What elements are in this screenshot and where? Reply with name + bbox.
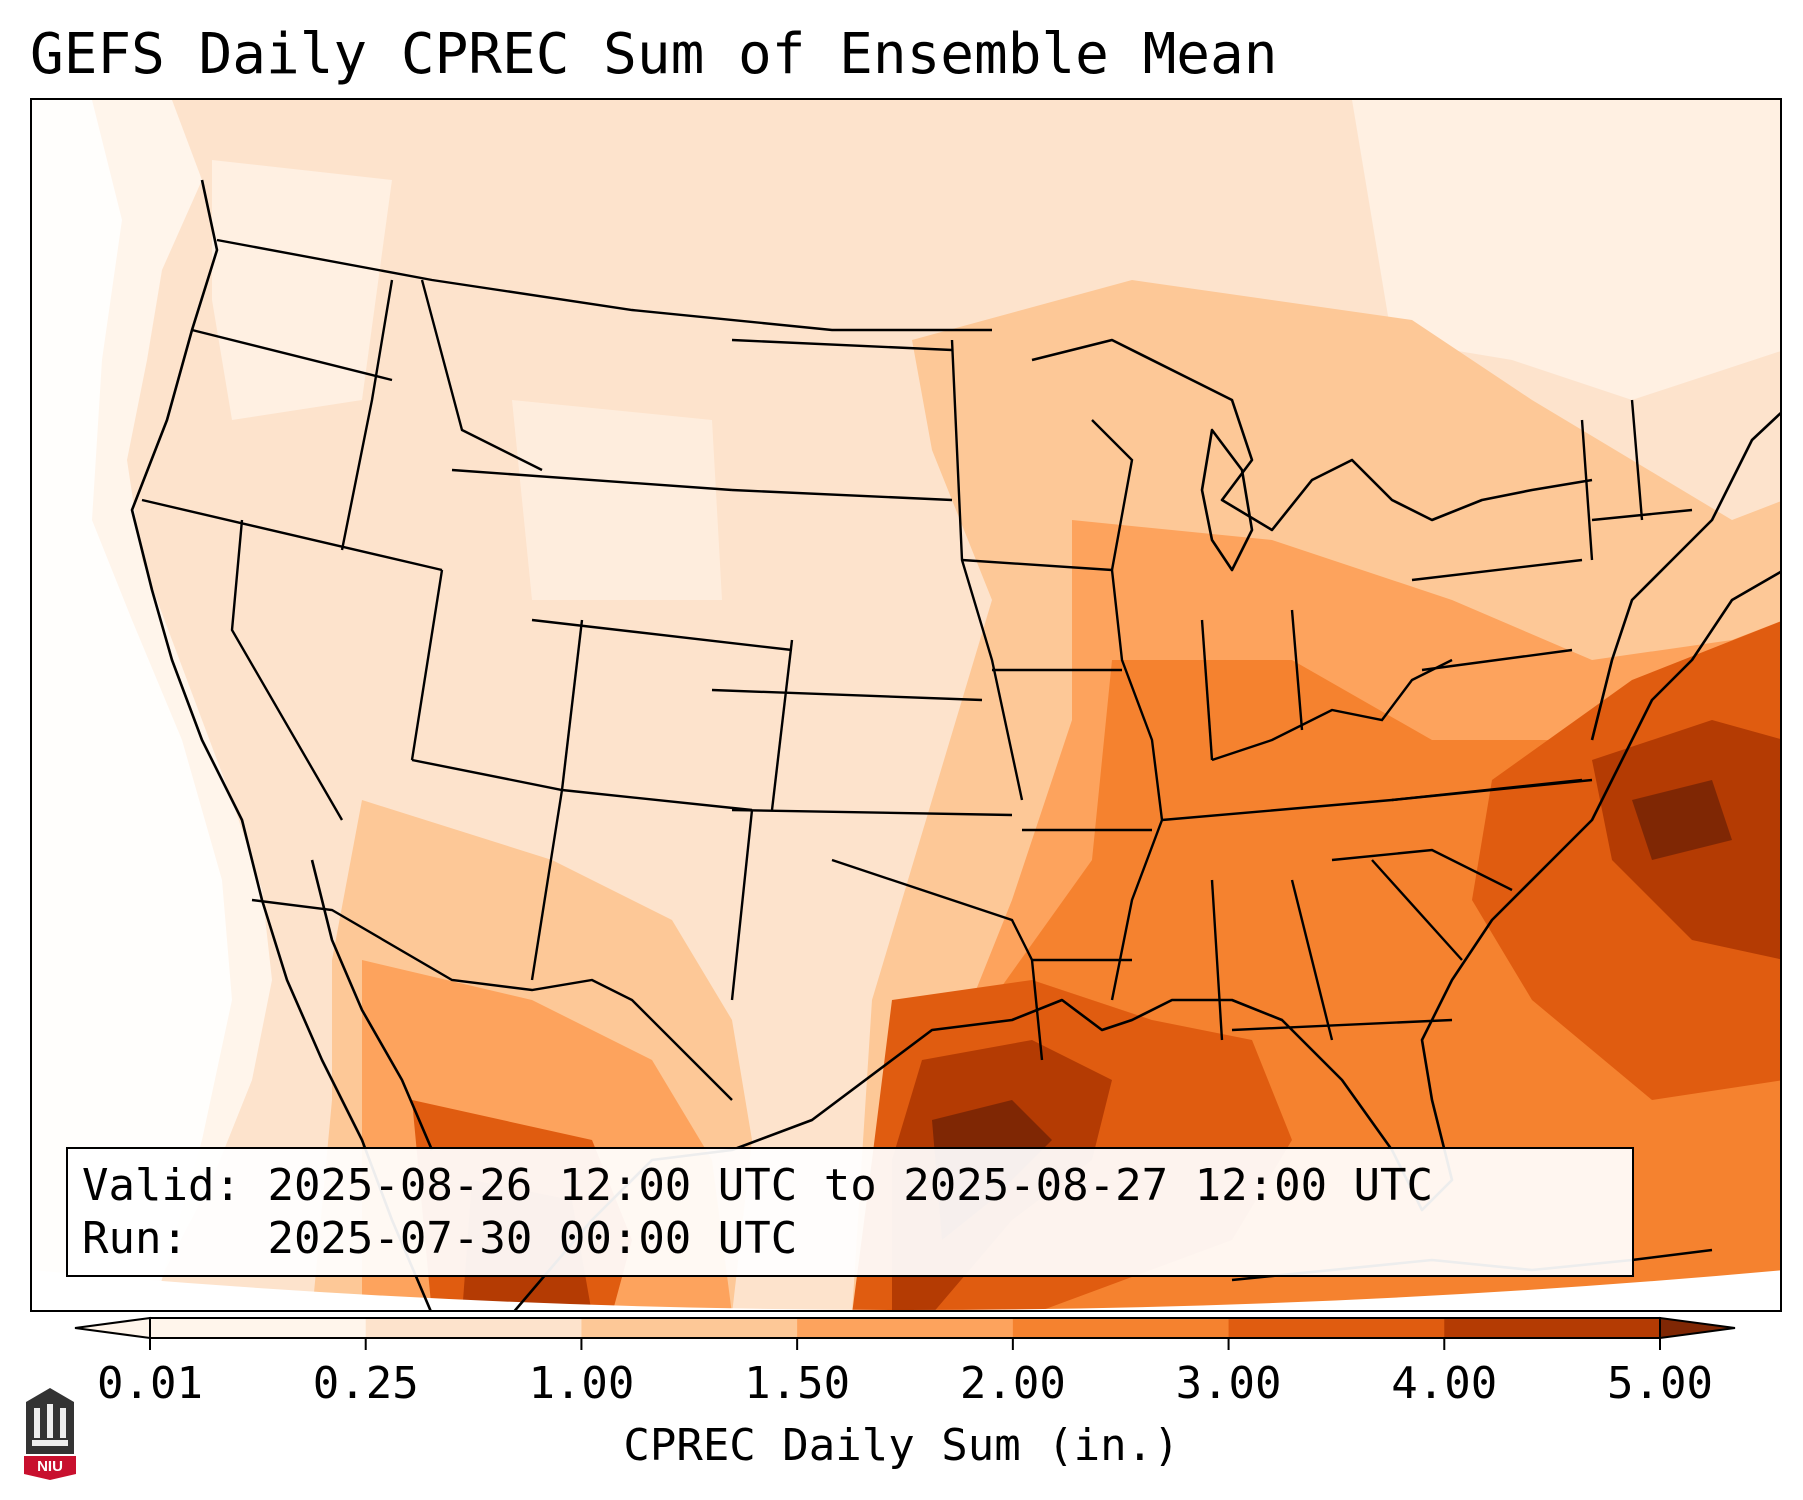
colorbar-segment: [1444, 1318, 1661, 1338]
colorbar-tick-label: 5.00: [1607, 1358, 1713, 1409]
border-mexico: [251, 898, 733, 1101]
border-az-nm: [530, 789, 564, 981]
border-ms-al: [1210, 879, 1224, 1041]
border-nc-sc: [1331, 848, 1513, 892]
border-in-oh: [1290, 609, 1304, 731]
border-canada: [216, 238, 992, 332]
projection-edge: [32, 1270, 1780, 1310]
border-co-west: [560, 619, 584, 791]
border-or-ca: [141, 498, 443, 572]
field-quebec: [1352, 100, 1780, 400]
border-nm-tx: [730, 809, 754, 1001]
great-lakes: [1031, 338, 1593, 532]
border-new-england: [1580, 399, 1693, 561]
border-wy-co: [531, 618, 793, 652]
border-or-wa: [191, 328, 393, 382]
colorbar-segment: [1228, 1318, 1445, 1338]
valid-value: 2025-08-26 12:00 UTC to 2025-08-27 12:00…: [267, 1160, 1434, 1211]
coast-northeast: [1590, 411, 1780, 741]
border-id: [340, 279, 394, 551]
border-ga-sc: [1371, 859, 1463, 961]
border-ne-ks: [711, 688, 983, 702]
border-sd-ne: [731, 488, 953, 502]
colorbar-segment: [150, 1318, 367, 1338]
border-ga-fl: [1231, 1018, 1453, 1032]
border-mt-wy: [451, 468, 733, 492]
border-pa-ny: [1411, 558, 1583, 582]
border-tx-ok: [831, 858, 1044, 1061]
border-co-east: [770, 639, 794, 811]
lake-michigan: [1200, 428, 1254, 572]
border-mn-ia: [961, 558, 1113, 572]
field-atlantic-darkest: [1632, 780, 1732, 860]
valid-run-info-box: Valid: 2025-08-26 12:00 UTC to 2025-08-2…: [66, 1147, 1634, 1277]
border-ks-ok: [731, 808, 1013, 817]
border-ms-river: [1110, 569, 1164, 1001]
field-colorado: [512, 400, 722, 600]
border-ohio-river: [1211, 658, 1453, 762]
run-label: Run:: [82, 1213, 188, 1264]
field-northwest: [212, 160, 392, 420]
colorbar-outline: [149, 1317, 1661, 1339]
colorbar-segment: [581, 1318, 798, 1338]
coast-baja: [310, 859, 434, 1151]
border-dakotas: [731, 338, 953, 352]
precip-map: [30, 98, 1782, 1312]
colorbar: [74, 1316, 1736, 1350]
border-va-nc: [1391, 778, 1593, 802]
colorbar-label: CPREC Daily Sum (in.): [623, 1420, 1180, 1471]
border-nv-ca: [230, 519, 344, 821]
border-mt-id: [420, 279, 543, 472]
castle-icon: [24, 1388, 76, 1480]
border-al-ga: [1290, 879, 1334, 1041]
colorbar-tick-label: 0.25: [312, 1358, 419, 1409]
colorbar-segment: [797, 1318, 1014, 1338]
logo-text: NIU: [37, 1458, 63, 1475]
colorbar-tick-label: 2.00: [959, 1358, 1066, 1409]
border-ut-nv: [410, 569, 444, 761]
border-nd-mn: [950, 339, 1024, 801]
colorbar-tick-label: 1.00: [528, 1358, 635, 1409]
colorbar-tick-label: 0.01: [97, 1358, 203, 1409]
run-value: 2025-07-30 00:00 UTC: [267, 1213, 798, 1264]
map-title: GEFS Daily CPREC Sum of Ensemble Mean: [30, 22, 1278, 87]
state-borders: [141, 238, 1693, 1101]
niu-logo: NIU: [20, 1384, 80, 1484]
colorbar-segment: [365, 1318, 582, 1338]
colorbar-tick-label: 4.00: [1391, 1358, 1498, 1409]
coast-west: [130, 179, 432, 1310]
colorbar-tick-label: 3.00: [1175, 1358, 1282, 1409]
colorbar-extend-low: [74, 1316, 151, 1340]
border-il-in: [1200, 619, 1214, 761]
valid-label: Valid:: [82, 1160, 241, 1211]
coast-gulf: [513, 570, 1780, 1310]
border-wi-mi: [1091, 419, 1134, 571]
field-pacific-white: [32, 100, 232, 1310]
border-pa-south: [1421, 648, 1573, 672]
colorbar-segment: [1012, 1318, 1230, 1338]
colorbar-tick-label: 1.50: [744, 1358, 851, 1409]
colorbar-extend-high: [1659, 1316, 1736, 1340]
precip-map-svg: [32, 100, 1780, 1310]
